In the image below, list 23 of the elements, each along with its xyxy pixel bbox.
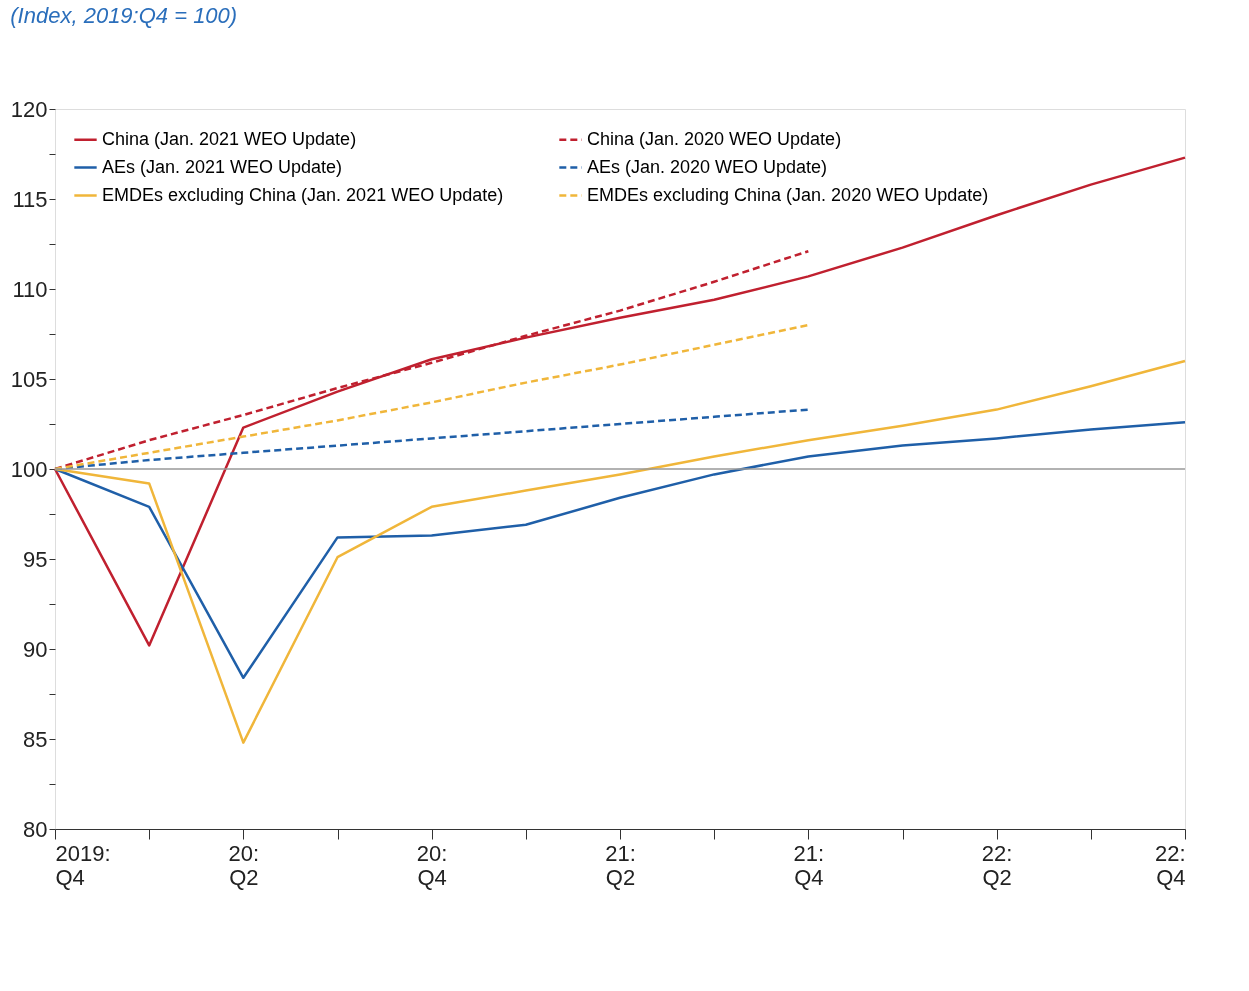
x-tick-label: 21: Q4 [793, 840, 825, 890]
x-tick-label: 21: Q2 [605, 840, 636, 890]
chart-title: (Index, 2019:Q4 = 100) [10, 3, 238, 28]
x-tick-label: 22: Q2 [981, 840, 1013, 890]
y-tick-label: 80 [23, 816, 48, 842]
y-tick-label: 105 [10, 366, 48, 392]
y-tick-label: 95 [23, 546, 48, 572]
x-tick-label: 20: Q4 [416, 840, 448, 890]
y-tick-label: 90 [23, 636, 48, 662]
legend-label: China (Jan. 2021 WEO Update) [102, 128, 357, 149]
x-tick-label: 20: Q2 [228, 840, 260, 890]
y-tick-label: 115 [12, 186, 48, 212]
y-tick-label: 110 [12, 276, 48, 302]
y-tick-label: 85 [23, 726, 48, 752]
y-tick-label: 120 [10, 96, 48, 122]
x-tick-label: 22: Q4 [1154, 840, 1186, 890]
legend-label: China (Jan. 2020 WEO Update) [587, 128, 842, 149]
legend-label: EMDEs excluding China (Jan. 2020 WEO Update) [587, 184, 989, 205]
x-tick-label: 2019: Q4 [55, 840, 111, 890]
legend-label: AEs (Jan. 2020 WEO Update) [587, 156, 828, 177]
y-tick-label: 100 [10, 456, 48, 482]
legend-label: EMDEs excluding China (Jan. 2021 WEO Update) [102, 184, 504, 205]
legend-label: AEs (Jan. 2021 WEO Update) [102, 156, 343, 177]
